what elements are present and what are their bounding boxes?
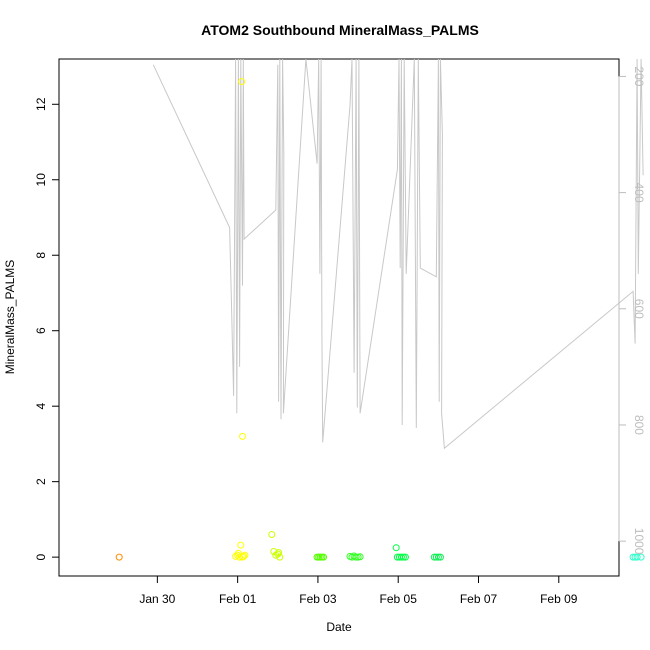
data-point-s2-p0 [268, 531, 276, 538]
y-tick-label: 0 [34, 553, 48, 560]
altitude-track-line [152, 58, 644, 450]
data-point-s1-p6 [234, 549, 242, 557]
data-point-s2-p5 [275, 549, 283, 557]
right-y-tick-label: 400 [632, 183, 646, 203]
plot-frame [58, 58, 620, 577]
x-axis: Jan 30 Feb 01 Feb 03 Feb 05 Feb 07 Feb 09 [139, 575, 578, 606]
x-tick-label: Feb 07 [460, 592, 498, 606]
data-point-s6-p2 [434, 553, 442, 561]
data-point-s6-p1 [432, 553, 440, 561]
data-point-s5-p3 [397, 553, 405, 561]
data-point-s1-p4 [239, 432, 246, 440]
data-point-s7-p2 [633, 553, 641, 561]
right-y-axis: 200 400 600 800 1000 [618, 66, 646, 555]
y-tick-label: 12 [34, 97, 48, 111]
right-y-tick-label: 1000 [632, 528, 646, 555]
chart-title: ATOM2 Southbound MineralMass_PALMS [201, 22, 479, 38]
x-tick-label: Feb 09 [540, 592, 578, 606]
altitude-track-layer [152, 58, 644, 450]
y-axis: 0 2 4 6 8 10 12 [34, 97, 60, 560]
x-axis-label: Date [326, 620, 352, 634]
x-tick-label: Jan 30 [139, 592, 175, 606]
data-point-s4-p5 [356, 553, 364, 561]
data-point-s7-p0 [629, 553, 637, 561]
y-tick-label: 2 [34, 478, 48, 485]
y-tick-label: 8 [34, 252, 48, 259]
data-point-s2-p4 [276, 553, 284, 561]
data-point-s7-p3 [637, 553, 645, 561]
y-axis-label: MineralMass_PALMS [3, 260, 17, 374]
y-tick-label: 4 [34, 403, 48, 410]
y-tick-label: 6 [34, 327, 48, 334]
right-y-tick-label: 600 [632, 299, 646, 319]
x-tick-label: Feb 01 [219, 592, 257, 606]
data-point-s4-p3 [352, 553, 360, 561]
data-point-s1-p3 [237, 541, 245, 549]
data-point-s1-p9 [239, 553, 246, 561]
data-point-s3-p4 [320, 553, 327, 561]
right-y-tick-label: 800 [632, 415, 646, 435]
data-point-s5-p5 [401, 553, 409, 561]
data-point-s1-p7 [240, 552, 248, 560]
right-y-tick-label: 200 [632, 66, 646, 86]
data-point-s6-p3 [436, 553, 444, 561]
x-tick-label: Feb 03 [299, 592, 337, 606]
y-tick-label: 10 [34, 173, 48, 187]
data-point-s1-p5 [238, 78, 246, 86]
data-point-s0-p0 [115, 553, 123, 561]
data-points-layer [115, 78, 645, 561]
data-point-s5-p4 [399, 553, 407, 561]
data-point-s5-p0 [392, 544, 400, 552]
x-tick-label: Feb 05 [380, 592, 418, 606]
